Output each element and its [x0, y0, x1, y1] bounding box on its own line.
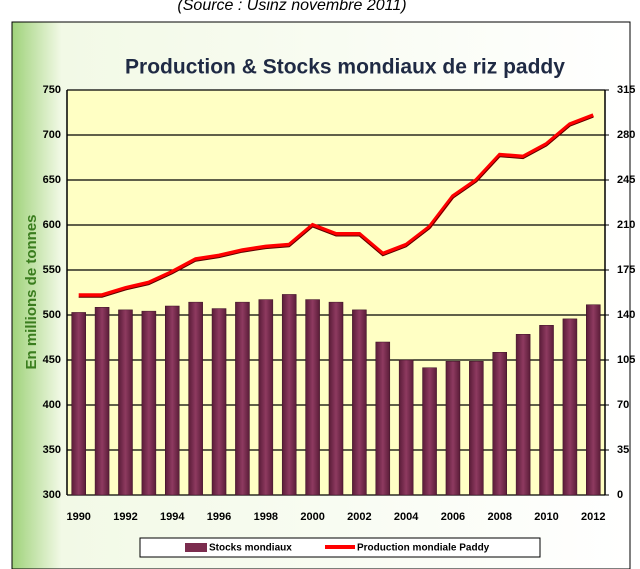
- y2-tick-label: 245: [617, 174, 635, 186]
- bar: [492, 352, 508, 496]
- bar: [328, 301, 344, 496]
- y-tick-label: 500: [43, 309, 61, 321]
- bar: [469, 361, 484, 496]
- x-tick-label: 2012: [581, 511, 605, 523]
- y2-tick-label: 140: [617, 309, 635, 321]
- bar: [305, 299, 320, 496]
- chart-title: Production & Stocks mondiaux de riz padd…: [125, 56, 565, 79]
- bar: [398, 359, 414, 496]
- source: (Source : Usinz novembre 2011): [177, 0, 406, 14]
- bar: [586, 304, 601, 496]
- y-tick-label: 600: [43, 219, 61, 231]
- y-tick-label: 450: [43, 354, 61, 366]
- y-tick-label: 400: [43, 399, 61, 411]
- x-tick-label: 1996: [207, 511, 231, 523]
- bar: [235, 301, 250, 496]
- bar: [164, 305, 180, 496]
- bar: [562, 318, 578, 496]
- x-tick-label: 1992: [113, 511, 137, 523]
- line-series-core: [78, 116, 594, 298]
- x-tick-label: 1998: [254, 511, 278, 523]
- bar: [375, 341, 391, 496]
- y2-tick-label: 280: [617, 129, 635, 141]
- y-tick-label: 650: [43, 174, 61, 186]
- bar: [211, 308, 227, 496]
- x-tick-label: 2002: [347, 511, 371, 523]
- y2-tick-label: 105: [617, 354, 635, 366]
- bar: [445, 361, 461, 496]
- bar: [141, 310, 157, 496]
- x-tick-label: 2004: [394, 511, 419, 523]
- y-tick-label: 300: [43, 489, 61, 501]
- y-tick-label: 350: [43, 444, 61, 456]
- y-tick-label: 700: [43, 129, 61, 141]
- y2-tick-label: 315: [617, 84, 635, 96]
- bar: [281, 294, 297, 496]
- x-tick-label: 2000: [300, 511, 324, 523]
- bar: [352, 309, 367, 496]
- x-tick-label: 1990: [66, 511, 90, 523]
- x-tick-label: 2010: [534, 511, 558, 523]
- bar: [118, 309, 133, 496]
- bar: [188, 301, 203, 496]
- bar: [422, 367, 437, 496]
- y-tick-label: 550: [43, 264, 61, 276]
- x-tick-label: 2008: [487, 511, 511, 523]
- bar: [71, 312, 86, 496]
- bar: [539, 325, 554, 496]
- line-series: [78, 113, 595, 298]
- bar: [258, 299, 274, 496]
- legend-label: Production mondiale Paddy: [357, 543, 490, 554]
- y2-tick-label: 35: [617, 444, 629, 456]
- y-axis-label: En millions de tonnes: [23, 214, 40, 369]
- legend-label: Stocks mondiaux: [209, 543, 292, 554]
- x-tick-label: 2006: [441, 511, 465, 523]
- bar: [515, 334, 531, 496]
- y2-tick-label: 0: [617, 489, 623, 501]
- y-tick-label: 750: [43, 84, 61, 96]
- bar: [94, 307, 110, 496]
- x-tick-label: 1994: [160, 511, 185, 523]
- y2-tick-label: 210: [617, 219, 635, 231]
- legend-swatch: [185, 543, 207, 552]
- y2-tick-label: 70: [617, 399, 629, 411]
- y2-tick-label: 175: [617, 264, 635, 276]
